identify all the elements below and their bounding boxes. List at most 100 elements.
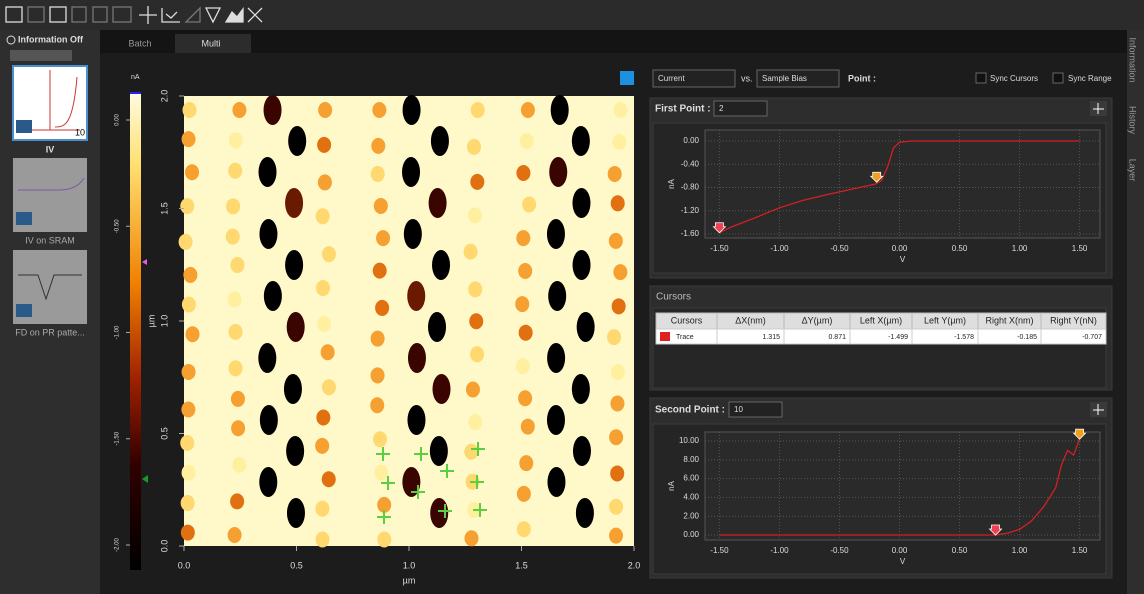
fullscreen-button[interactable] (620, 71, 634, 85)
blob (402, 157, 421, 187)
second-point-label: Second Point : (655, 405, 725, 416)
sync-range-checkbox[interactable] (1052, 72, 1064, 84)
dot (373, 197, 388, 214)
table-header: Cursors (671, 315, 703, 325)
y-axis-label: nA (667, 178, 676, 188)
view-switch[interactable] (10, 50, 72, 61)
y-tick-label: 6.00 (683, 474, 699, 483)
dot (372, 262, 387, 279)
plot-area (704, 431, 1101, 541)
sync-cursors-checkbox[interactable] (975, 72, 987, 84)
dot (516, 165, 531, 182)
dot (180, 524, 195, 541)
dot (610, 465, 625, 482)
thumbnail-icon (16, 304, 32, 317)
blob (263, 95, 282, 125)
dot (468, 281, 483, 298)
side-tab[interactable]: Information (1128, 37, 1138, 82)
dot (466, 138, 481, 155)
dot (609, 429, 624, 446)
move-tool[interactable] (139, 6, 157, 24)
side-tab[interactable]: Layer (1128, 159, 1138, 182)
cursor-cross (376, 447, 390, 461)
cursors-table: Cursors ΔX(nm) ΔY(µm) Left X(µm) Left Y(µm) R… (655, 312, 1107, 345)
x-tick-label: 1.5 (515, 560, 528, 570)
dot (371, 137, 386, 154)
dot (515, 296, 530, 313)
dot (610, 364, 625, 381)
thumbnail-label[interactable]: IV on SRAM (25, 235, 75, 245)
signal-dropdown[interactable] (652, 69, 736, 88)
colorbar (130, 93, 141, 570)
blob (429, 436, 448, 466)
fit-tool[interactable] (247, 7, 263, 23)
blob (402, 467, 421, 497)
colorbar-marker[interactable] (142, 475, 148, 483)
dot (230, 257, 245, 274)
dot (178, 233, 193, 250)
thumbnail-plot (18, 274, 82, 301)
save-as-button[interactable] (49, 6, 67, 23)
second-point-dropdown[interactable] (728, 401, 783, 418)
sidebar-title[interactable]: Information Off (18, 34, 84, 44)
blob (259, 467, 278, 497)
data-line (719, 438, 1081, 536)
plot-area (704, 129, 1101, 239)
dot (227, 291, 242, 308)
first-point-dropdown[interactable] (713, 100, 768, 117)
sync-cursors-label: Sync Cursors (990, 74, 1038, 83)
table-cell-text: 0.871 (828, 334, 846, 341)
dot (613, 264, 628, 281)
thumbnail-label[interactable]: IV (46, 144, 55, 154)
save-button[interactable] (27, 6, 45, 23)
point-label: Point : (848, 73, 876, 83)
colorbar-unit: nA (131, 74, 140, 81)
print-button[interactable] (112, 6, 132, 23)
dot (470, 102, 485, 118)
level-tool[interactable] (224, 7, 244, 23)
dot (321, 471, 336, 488)
blob (549, 157, 568, 187)
y-tick-label: -1.20 (681, 206, 700, 215)
axis-dropdown[interactable] (756, 69, 840, 88)
open-button[interactable] (5, 6, 23, 23)
dot (370, 397, 385, 414)
dot (320, 344, 335, 361)
export-button[interactable] (92, 6, 108, 23)
filter-tool[interactable] (204, 7, 222, 24)
sync-range-label: Sync Range (1068, 74, 1112, 83)
x-tick-label: 0.00 (892, 244, 908, 253)
thumbnail-plot (18, 177, 85, 191)
dot (520, 102, 535, 118)
dot (373, 431, 388, 448)
x-tick-label: -1.50 (710, 244, 729, 253)
blob (546, 219, 565, 249)
tab-batch[interactable]: Batch (128, 38, 151, 48)
thumbnail-label[interactable]: FD on PR patte... (15, 327, 85, 337)
colorbar-marker[interactable] (142, 259, 147, 265)
dot (232, 102, 247, 118)
cursor-marker (869, 171, 884, 183)
dot (518, 324, 533, 341)
blob (576, 312, 595, 342)
table-cell-text: -0.707 (1082, 334, 1102, 341)
dot (317, 315, 332, 332)
dot (610, 195, 625, 212)
y-tick-label: 0.00 (683, 136, 699, 145)
thumbnail-icon (16, 212, 32, 225)
dot (318, 102, 333, 118)
info-icon[interactable] (6, 35, 16, 45)
dot (516, 230, 531, 247)
dot (520, 418, 535, 435)
dot (519, 133, 534, 150)
dot (612, 133, 627, 150)
vs-label: vs. (741, 73, 753, 83)
line-tool[interactable] (161, 8, 180, 23)
side-tab[interactable]: History (1128, 106, 1138, 135)
y-tick-label: 0.5 (159, 427, 169, 440)
new-button[interactable] (71, 6, 87, 23)
dot (377, 531, 392, 548)
blob (258, 157, 277, 187)
tab-multi[interactable]: Multi (201, 38, 220, 48)
slope-tool[interactable] (184, 6, 201, 23)
